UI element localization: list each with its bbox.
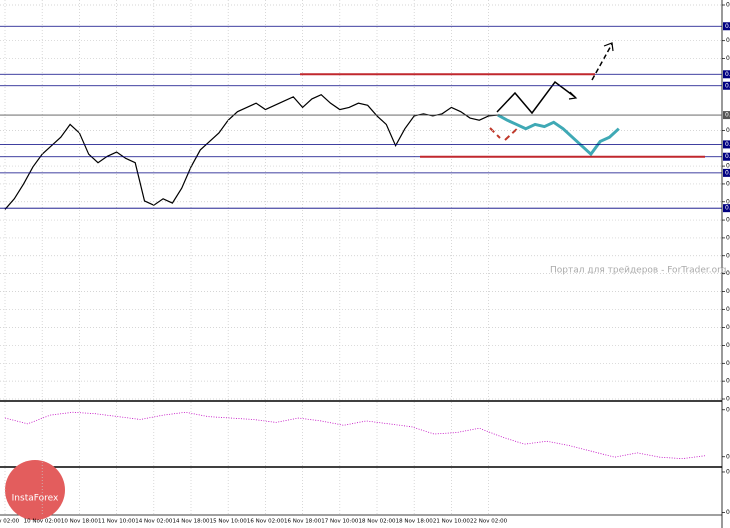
level-label-box [723, 111, 730, 120]
oscillator-line [4, 411, 706, 460]
x-tick-label: 18 Nov 18:00 [396, 519, 434, 525]
x-tick-label: 10 Nov 18:00 [61, 519, 99, 525]
x-tick-label: 22 Nov 02:00 [470, 519, 508, 525]
watermark: Портал для трейдеров - ForTrader.org [550, 266, 726, 276]
level-label: 0.9381 [725, 23, 730, 30]
level-label-box [723, 22, 730, 31]
logo-text: InstaForex [12, 494, 59, 504]
y-tick-label: 0.93050 [726, 55, 730, 62]
level-label-box [723, 152, 730, 161]
x-tick-label: 10 Nov 02:00 [24, 519, 62, 525]
y-tick-label: 0.99517 [726, 406, 730, 413]
y-tick-label: 0.90100 [726, 180, 730, 187]
y-tick-label: 0.89680 [726, 198, 730, 205]
forecast-line [497, 113, 620, 157]
y-tick-label: 0.88830 [726, 234, 730, 241]
x-tick-label: 17 Nov 10:00 [321, 519, 359, 525]
y-tick-label: 0.89250 [726, 217, 730, 224]
level-label: 0.91723 [725, 112, 730, 119]
y-tick-label: 0.88410 [726, 252, 730, 259]
y-tick-label: 0.85880 [726, 360, 730, 367]
x-tick-label: Nov 02:00 [0, 519, 20, 525]
level-label-box [723, 70, 730, 79]
logo: InstaForex [5, 460, 65, 520]
level-label-box [723, 168, 730, 177]
x-tick-label: 14 Nov 18:00 [172, 519, 210, 525]
level-label-box [723, 204, 730, 213]
level-label-box [723, 81, 730, 90]
x-tick-label: 15 Nov 10:00 [210, 519, 248, 525]
y-tick-label: 0.94310 [726, 2, 730, 9]
level-label: 0.9036 [725, 169, 730, 176]
x-tick-label: 14 Nov 02:00 [135, 519, 173, 525]
forecast-arrows [489, 42, 614, 141]
y-tick-label: 0.00035 [726, 509, 730, 516]
x-tick-label: 18 Nov 02:00 [358, 519, 396, 525]
level-label: 0.8953 [725, 205, 730, 212]
y-tick-label: 0.87150 [726, 306, 730, 313]
x-tick-label: 16 Nov 18:00 [284, 519, 322, 525]
y-tick-label: 0.87570 [726, 288, 730, 295]
y-tick-label: 0.99193 [726, 453, 730, 460]
y-tick-label: 0.90520 [726, 163, 730, 170]
y-tick-label: 0.85040 [726, 396, 730, 403]
y-tick-label: 0.86720 [726, 324, 730, 331]
level-label: 0.9241 [725, 82, 730, 89]
y-tick-label: 0.02481 [726, 468, 730, 475]
y-tick-label: 0.85460 [726, 378, 730, 385]
x-tick-label: 21 Nov 10:00 [433, 519, 471, 525]
price-line [4, 93, 498, 210]
level-label: 0.9268 [725, 71, 730, 78]
level-label: 0.9103 [725, 141, 730, 148]
level-label-box [723, 140, 730, 149]
y-tick-label: 0.86300 [726, 342, 730, 349]
y-tick-label: 0.91360 [726, 127, 730, 134]
level-label: 0.9074 [725, 153, 730, 160]
x-tick-label: 16 Nov 02:00 [247, 519, 285, 525]
y-tick-label: 0.87990 [726, 270, 730, 277]
y-tick-label: 0.93470 [726, 37, 730, 44]
x-tick-label: 11 Nov 10:00 [98, 519, 136, 525]
